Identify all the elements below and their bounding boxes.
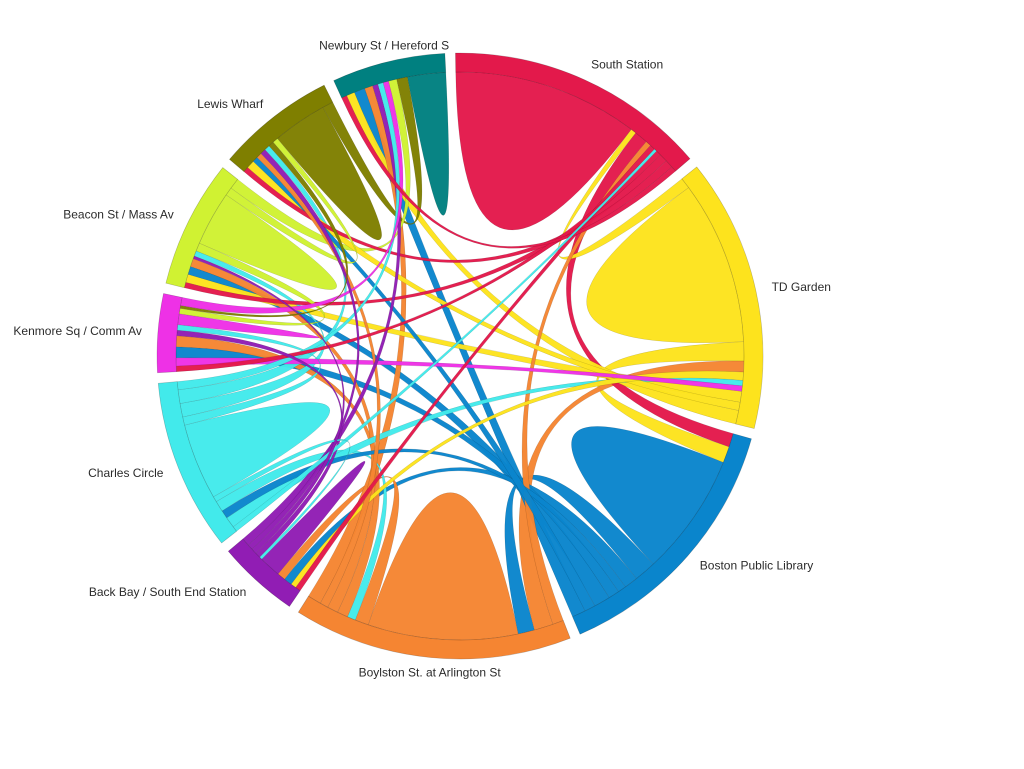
- group-arc-back-bay-south-end-station[interactable]: [227, 538, 301, 607]
- group-label-boston-public-library: Boston Public Library: [700, 559, 813, 573]
- arcs-layer: [156, 52, 764, 660]
- group-label-boylston-st-at-arlington-st: Boylston St. at Arlington St: [359, 666, 502, 680]
- group-arc-newbury-st-hereford-s[interactable]: [333, 53, 447, 99]
- ribbon-td-garden-to-td-garden[interactable]: [586, 187, 744, 343]
- ribbon-boston-public-library-to-boston-public-library[interactable]: [571, 426, 724, 565]
- group-label-kenmore-sq-comm-av: Kenmore Sq / Comm Av: [13, 324, 142, 338]
- group-arc-boylston-st-at-arlington-st[interactable]: [297, 595, 571, 660]
- ribbon-beacon-st-mass-av-to-beacon-st-mass-av[interactable]: [199, 194, 337, 290]
- ribbon-boylston-st-at-arlington-st-to-boylston-st-at-arlington-st[interactable]: [367, 492, 519, 641]
- group-label-south-station: South Station: [591, 57, 663, 71]
- group-arc-beacon-st-mass-av[interactable]: [165, 167, 239, 289]
- group-label-lewis-wharf: Lewis Wharf: [197, 97, 264, 111]
- group-arc-td-garden[interactable]: [681, 166, 764, 429]
- group-label-back-bay-south-end-station: Back Bay / South End Station: [89, 585, 246, 599]
- group-label-beacon-st-mass-av: Beacon St / Mass Av: [63, 207, 174, 221]
- ribbon-newbury-st-hereford-s-to-newbury-st-hereford-s[interactable]: [407, 72, 450, 216]
- group-label-td-garden: TD Garden: [772, 280, 831, 294]
- ribbon-kenmore-sq-comm-av-to-kenmore-sq-comm-av[interactable]: [177, 313, 320, 339]
- ribbon-lewis-wharf-to-lewis-wharf[interactable]: [276, 106, 382, 241]
- ribbon-south-station-to-south-station[interactable]: [455, 71, 632, 231]
- ribbon-charles-circle-to-charles-circle[interactable]: [184, 402, 331, 498]
- group-arc-south-station[interactable]: [455, 52, 691, 172]
- labels-layer: South Station TD Garden Boston Public Libr…: [13, 38, 831, 679]
- ribbon-boylston-st-at-arlington-st-to-back-bay-south-end-station[interactable]: [277, 476, 400, 626]
- group-arc-charles-circle[interactable]: [157, 381, 237, 544]
- ribbon-back-bay-south-end-station-to-back-bay-south-end-station[interactable]: [261, 461, 366, 575]
- group-label-newbury-st-hereford-s: Newbury St / Hereford S: [319, 38, 449, 52]
- group-label-charles-circle: Charles Circle: [88, 466, 164, 480]
- group-arc-boston-public-library[interactable]: [572, 433, 752, 635]
- group-arc-lewis-wharf[interactable]: [229, 84, 334, 173]
- ribbon-back-bay-south-end-station-to-beacon-st-mass-av[interactable]: [192, 255, 345, 554]
- ribbon-charles-circle-to-newbury-st-hereford-s[interactable]: [176, 82, 400, 391]
- ribbons-layer: [175, 71, 745, 641]
- group-arc-kenmore-sq-comm-av[interactable]: [156, 293, 183, 374]
